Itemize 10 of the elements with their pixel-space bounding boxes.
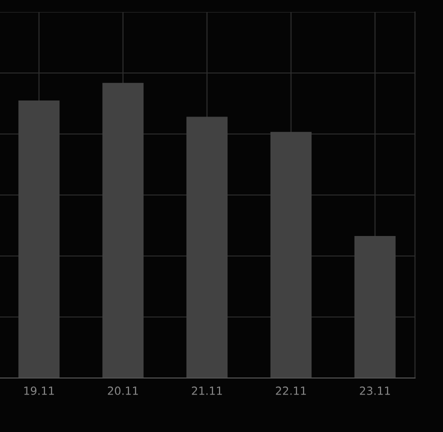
bar (270, 132, 312, 378)
x-tick-label: 19.11 (24, 386, 54, 395)
bar (18, 100, 60, 378)
x-tick-label: 22.11 (276, 386, 306, 395)
bar (354, 236, 396, 378)
x-tick-label: 21.11 (192, 386, 222, 395)
bar (102, 82, 144, 378)
x-tick-label: 20.11 (108, 386, 138, 395)
bar (186, 116, 228, 378)
x-tick-label: 23.11 (360, 386, 390, 395)
